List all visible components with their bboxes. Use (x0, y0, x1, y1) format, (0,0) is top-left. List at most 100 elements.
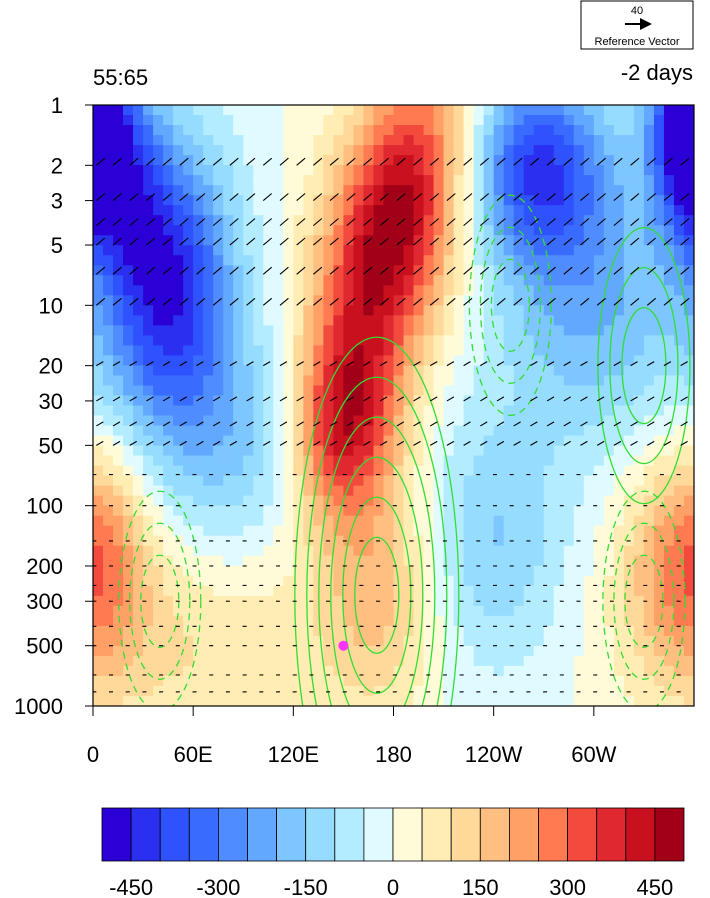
shading-cell (173, 235, 184, 246)
shading-cell (333, 555, 345, 567)
shading-cell (243, 245, 254, 256)
shading-cell (123, 425, 134, 437)
shading-cell (673, 275, 685, 286)
shading-cell (143, 635, 154, 647)
shading-cell (213, 185, 224, 196)
shading-cell (663, 405, 675, 417)
shading-cell (233, 375, 244, 387)
shading-cell (103, 335, 114, 346)
shading-cell (453, 445, 465, 457)
shading-cell (623, 245, 635, 256)
wind-vector (546, 266, 556, 275)
shading-cell (273, 375, 284, 387)
wind-vector (346, 440, 354, 446)
shading-cell (143, 405, 154, 417)
colorbar-swatch (305, 807, 336, 862)
shading-cell (303, 435, 314, 447)
shading-cell (513, 435, 525, 447)
shading-cell (193, 155, 204, 166)
marker-layer (338, 640, 349, 651)
shading-cell (313, 395, 324, 407)
shading-cell (283, 635, 294, 647)
shading-cell (383, 155, 395, 166)
shading-cell (143, 265, 154, 276)
shading-cell (373, 205, 385, 216)
shading-cell (383, 325, 395, 336)
shading-cell (523, 515, 535, 527)
shading-cell (153, 495, 164, 507)
shading-cell (633, 575, 645, 587)
shading-cell (403, 575, 415, 587)
shading-cell (203, 595, 214, 607)
shading-cell (283, 685, 294, 697)
contour-negative (602, 490, 686, 706)
shading-cell (353, 345, 365, 357)
wind-vector (179, 157, 189, 166)
shading-cell (383, 405, 395, 417)
shading-cell (583, 315, 595, 326)
shading-cell (393, 615, 405, 627)
shading-cell (303, 365, 314, 377)
shading-cell (443, 235, 455, 246)
shading-cell (373, 305, 385, 316)
shading-cell (573, 205, 585, 216)
shading-cell (513, 455, 525, 467)
shading-cell (683, 685, 694, 697)
shading-cell (283, 575, 294, 587)
shading-cell (403, 305, 415, 316)
shading-cell (163, 565, 174, 577)
wind-vector (563, 266, 573, 275)
shading-cell (553, 105, 565, 116)
shading-cell (263, 125, 274, 136)
shading-cell (403, 125, 415, 136)
shading-cell (343, 595, 355, 607)
shading-cell (323, 685, 334, 697)
colorbar-swatch (479, 807, 510, 862)
shading-cell (443, 295, 455, 306)
shading-cell (543, 125, 555, 136)
shading-cell (343, 545, 355, 557)
shading-cell (233, 255, 244, 266)
shading-cell (343, 165, 355, 176)
wind-vector (596, 361, 605, 367)
shading-cell (603, 105, 615, 116)
shading-cell (293, 135, 304, 146)
wind-vector (95, 157, 106, 166)
wind-vector (680, 297, 690, 306)
shading-cell (653, 645, 665, 657)
shading-cell (453, 645, 465, 657)
shading-cell (253, 335, 264, 346)
shading-cell (563, 645, 575, 657)
shading-cell (223, 695, 234, 706)
shading-cell (243, 675, 254, 687)
shading-cell (253, 235, 264, 246)
shading-cell (583, 345, 595, 357)
shading-cell (523, 495, 535, 507)
shading-cell (673, 315, 685, 326)
wind-vector (379, 157, 389, 166)
shading-cell (293, 285, 304, 296)
shading-cell (313, 175, 324, 186)
shading-cell (333, 595, 345, 607)
shading-cell (513, 575, 525, 587)
shading-cell (353, 275, 365, 286)
shading-cell (303, 155, 314, 166)
shading-cell (453, 245, 465, 256)
shading-cell (273, 105, 284, 116)
shading-cell (523, 125, 535, 136)
shading-cell (133, 105, 144, 116)
shading-cell (503, 445, 515, 457)
shading-cell (163, 355, 174, 367)
shading-cell (173, 365, 184, 377)
shading-cell (383, 135, 395, 146)
shading-cell (453, 265, 465, 276)
wind-vector (396, 266, 406, 275)
wind-vector (279, 193, 289, 202)
wind-vector (246, 440, 254, 446)
shading-cell (323, 125, 334, 136)
shading-cell (453, 105, 465, 116)
wind-vector (480, 396, 488, 402)
wind-vector (162, 297, 172, 306)
shading-cell (143, 185, 154, 196)
wind-vector (613, 396, 622, 402)
